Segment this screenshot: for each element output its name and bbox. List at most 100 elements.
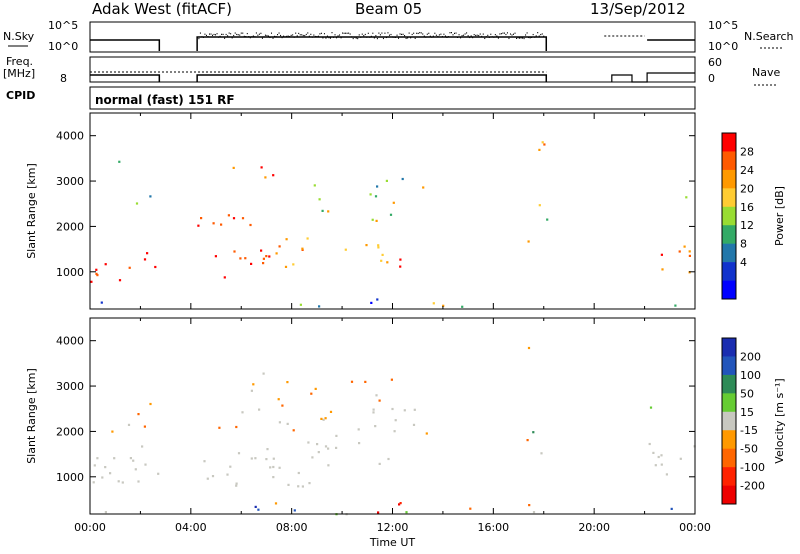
noise-point: [272, 37, 274, 39]
noise-point: [404, 35, 406, 37]
heatmap-cell: [541, 141, 544, 144]
noise-point: [360, 36, 362, 38]
heatmap-cell: [197, 224, 200, 227]
noise-point: [413, 32, 415, 34]
heatmap-cell: [378, 462, 381, 465]
heatmap-cell: [380, 259, 383, 262]
noise-point: [543, 35, 545, 37]
noise-point: [204, 33, 206, 35]
noise-point: [280, 34, 282, 37]
heatmap-cell: [654, 464, 657, 467]
heatmap-cell: [241, 411, 244, 414]
heatmap-cell: [206, 477, 209, 480]
noise-point: [407, 37, 409, 39]
heatmap-cell: [405, 511, 408, 514]
noise-point: [452, 34, 454, 36]
noise-point: [326, 35, 328, 37]
heatmap-cell: [227, 214, 230, 217]
heatmap-cell: [214, 255, 217, 258]
colorbar-segment: [722, 430, 736, 449]
noise-point: [426, 33, 428, 35]
noise-point: [408, 32, 410, 34]
noise-point: [348, 32, 350, 34]
heatmap-cell: [117, 480, 120, 483]
noise-point: [508, 37, 510, 40]
colorbar-segment: [722, 411, 736, 431]
colorbar-segment: [722, 393, 736, 413]
colorbar-tick-label: -100: [740, 461, 765, 474]
heatmap-cell: [376, 298, 379, 301]
noise-point: [329, 37, 331, 39]
noise-point: [476, 34, 478, 36]
heatmap-cell: [260, 249, 263, 252]
noise-point: [373, 37, 375, 39]
colorbar-tick-label: 8: [740, 238, 747, 251]
freq-trace: [90, 71, 695, 83]
noise-point: [405, 37, 407, 40]
noise-point: [254, 36, 256, 38]
heatmap-cell: [144, 463, 147, 466]
heatmap-cell: [143, 425, 146, 428]
noise-point: [470, 35, 472, 37]
heatmap-cell: [322, 418, 325, 421]
noise-point: [490, 33, 492, 35]
heatmap-cell: [369, 193, 372, 196]
noise-point: [420, 32, 422, 34]
noise-sky-segment-2: [196, 36, 548, 51]
noise-point: [458, 34, 460, 36]
heatmap-cell: [652, 451, 655, 454]
noise-point: [526, 32, 528, 34]
y-tick-label: 1000: [56, 266, 84, 279]
heatmap-cell: [229, 465, 232, 468]
noise-point: [333, 36, 335, 38]
heatmap-cell: [262, 372, 265, 375]
noise-point: [266, 34, 268, 37]
heatmap-cell: [377, 246, 380, 249]
noise-point: [287, 35, 289, 37]
noise-point: [328, 37, 330, 39]
heatmap-cell: [241, 217, 245, 220]
noise-point: [343, 32, 345, 34]
colorbar-tick-label: 100: [740, 369, 761, 382]
noise-right-tick-bottom: 10^0: [708, 40, 738, 53]
noise-point: [202, 36, 204, 38]
heatmap-cell: [265, 458, 268, 461]
noise-point: [399, 33, 401, 35]
heatmap-cell: [128, 266, 131, 269]
colorbar-segment: [722, 151, 736, 171]
noise-point: [207, 36, 209, 38]
noise-point: [283, 35, 285, 37]
heatmap-cell: [226, 473, 229, 476]
freq-right-tick-bottom: 0: [708, 72, 715, 85]
heatmap-cell: [111, 430, 114, 433]
heatmap-cell: [371, 218, 374, 221]
heatmap-cell: [412, 423, 416, 426]
heatmap-cell: [318, 198, 321, 201]
heatmap-cell: [262, 262, 265, 265]
noise-point: [314, 35, 316, 38]
noise-point: [248, 36, 250, 38]
heatmap-cell: [118, 160, 121, 163]
noise-point: [500, 33, 502, 35]
heatmap-cell: [357, 428, 360, 431]
heatmap-cell: [223, 276, 226, 279]
heatmap-cell: [233, 250, 236, 253]
noise-point: [357, 37, 359, 40]
noise-point: [487, 34, 489, 36]
noise-point: [472, 37, 474, 39]
noise-point: [493, 36, 495, 38]
heatmap-cell: [461, 305, 464, 308]
noise-point: [469, 36, 471, 39]
heatmap-cell: [235, 484, 238, 487]
heatmap-cell: [660, 463, 663, 466]
noise-point: [340, 37, 342, 39]
colorbar-tick-label: -15: [740, 424, 758, 437]
noise-point: [382, 37, 384, 40]
heatmap-cell: [546, 218, 549, 221]
heatmap-cell: [688, 271, 691, 274]
noise-point: [435, 34, 437, 36]
heatmap-cell: [100, 301, 103, 304]
heatmap-cell: [385, 179, 388, 182]
noise-point: [523, 37, 525, 40]
